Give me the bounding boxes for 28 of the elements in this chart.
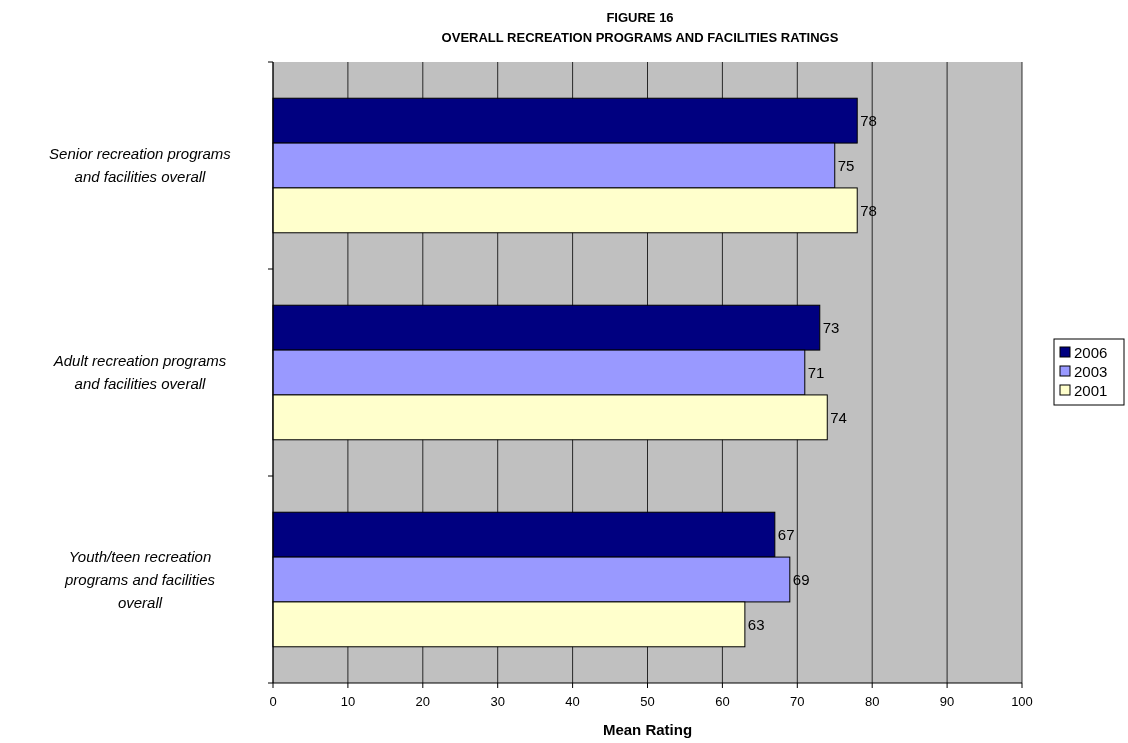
x-tick-label: 60 xyxy=(715,694,730,709)
y-tick-label: Senior recreation programs and facilities overall xyxy=(49,145,232,185)
y-tick-label: Youth/teen recreation programs and facilities overall xyxy=(63,547,216,611)
x-tick-label: 30 xyxy=(490,694,505,709)
x-tick-label: 20 xyxy=(415,694,431,709)
x-axis-title: Mean Rating xyxy=(602,721,693,738)
chart-subtitle: OVERALL RECREATION PROGRAMS AND FACILITIES RATINGS xyxy=(441,30,839,45)
data-label: 78 xyxy=(860,112,877,130)
legend-label: 2006 xyxy=(1074,343,1108,361)
chart-title: FIGURE 16 xyxy=(606,10,674,25)
x-tick-label: 80 xyxy=(864,694,880,709)
data-label: 73 xyxy=(822,319,840,337)
x-tick-label: 50 xyxy=(640,694,655,709)
x-tick-label: 90 xyxy=(939,694,955,709)
data-label: 63 xyxy=(747,615,765,633)
data-label: 74 xyxy=(830,408,847,426)
x-tick-label: 100 xyxy=(1011,694,1033,709)
x-tick-label: 0 xyxy=(269,694,277,709)
x-tick-label: 40 xyxy=(565,694,580,709)
data-label: 67 xyxy=(777,526,795,544)
data-label: 75 xyxy=(837,157,855,174)
data-label: 78 xyxy=(860,201,877,219)
legend-label: 2003 xyxy=(1074,362,1108,380)
y-tick-label: Adult recreation programs and facilities overall xyxy=(52,352,227,392)
x-tick-label: 10 xyxy=(340,694,356,709)
legend-label: 2001 xyxy=(1074,381,1108,399)
data-label: 71 xyxy=(807,364,825,381)
x-tick-label: 70 xyxy=(790,694,805,709)
